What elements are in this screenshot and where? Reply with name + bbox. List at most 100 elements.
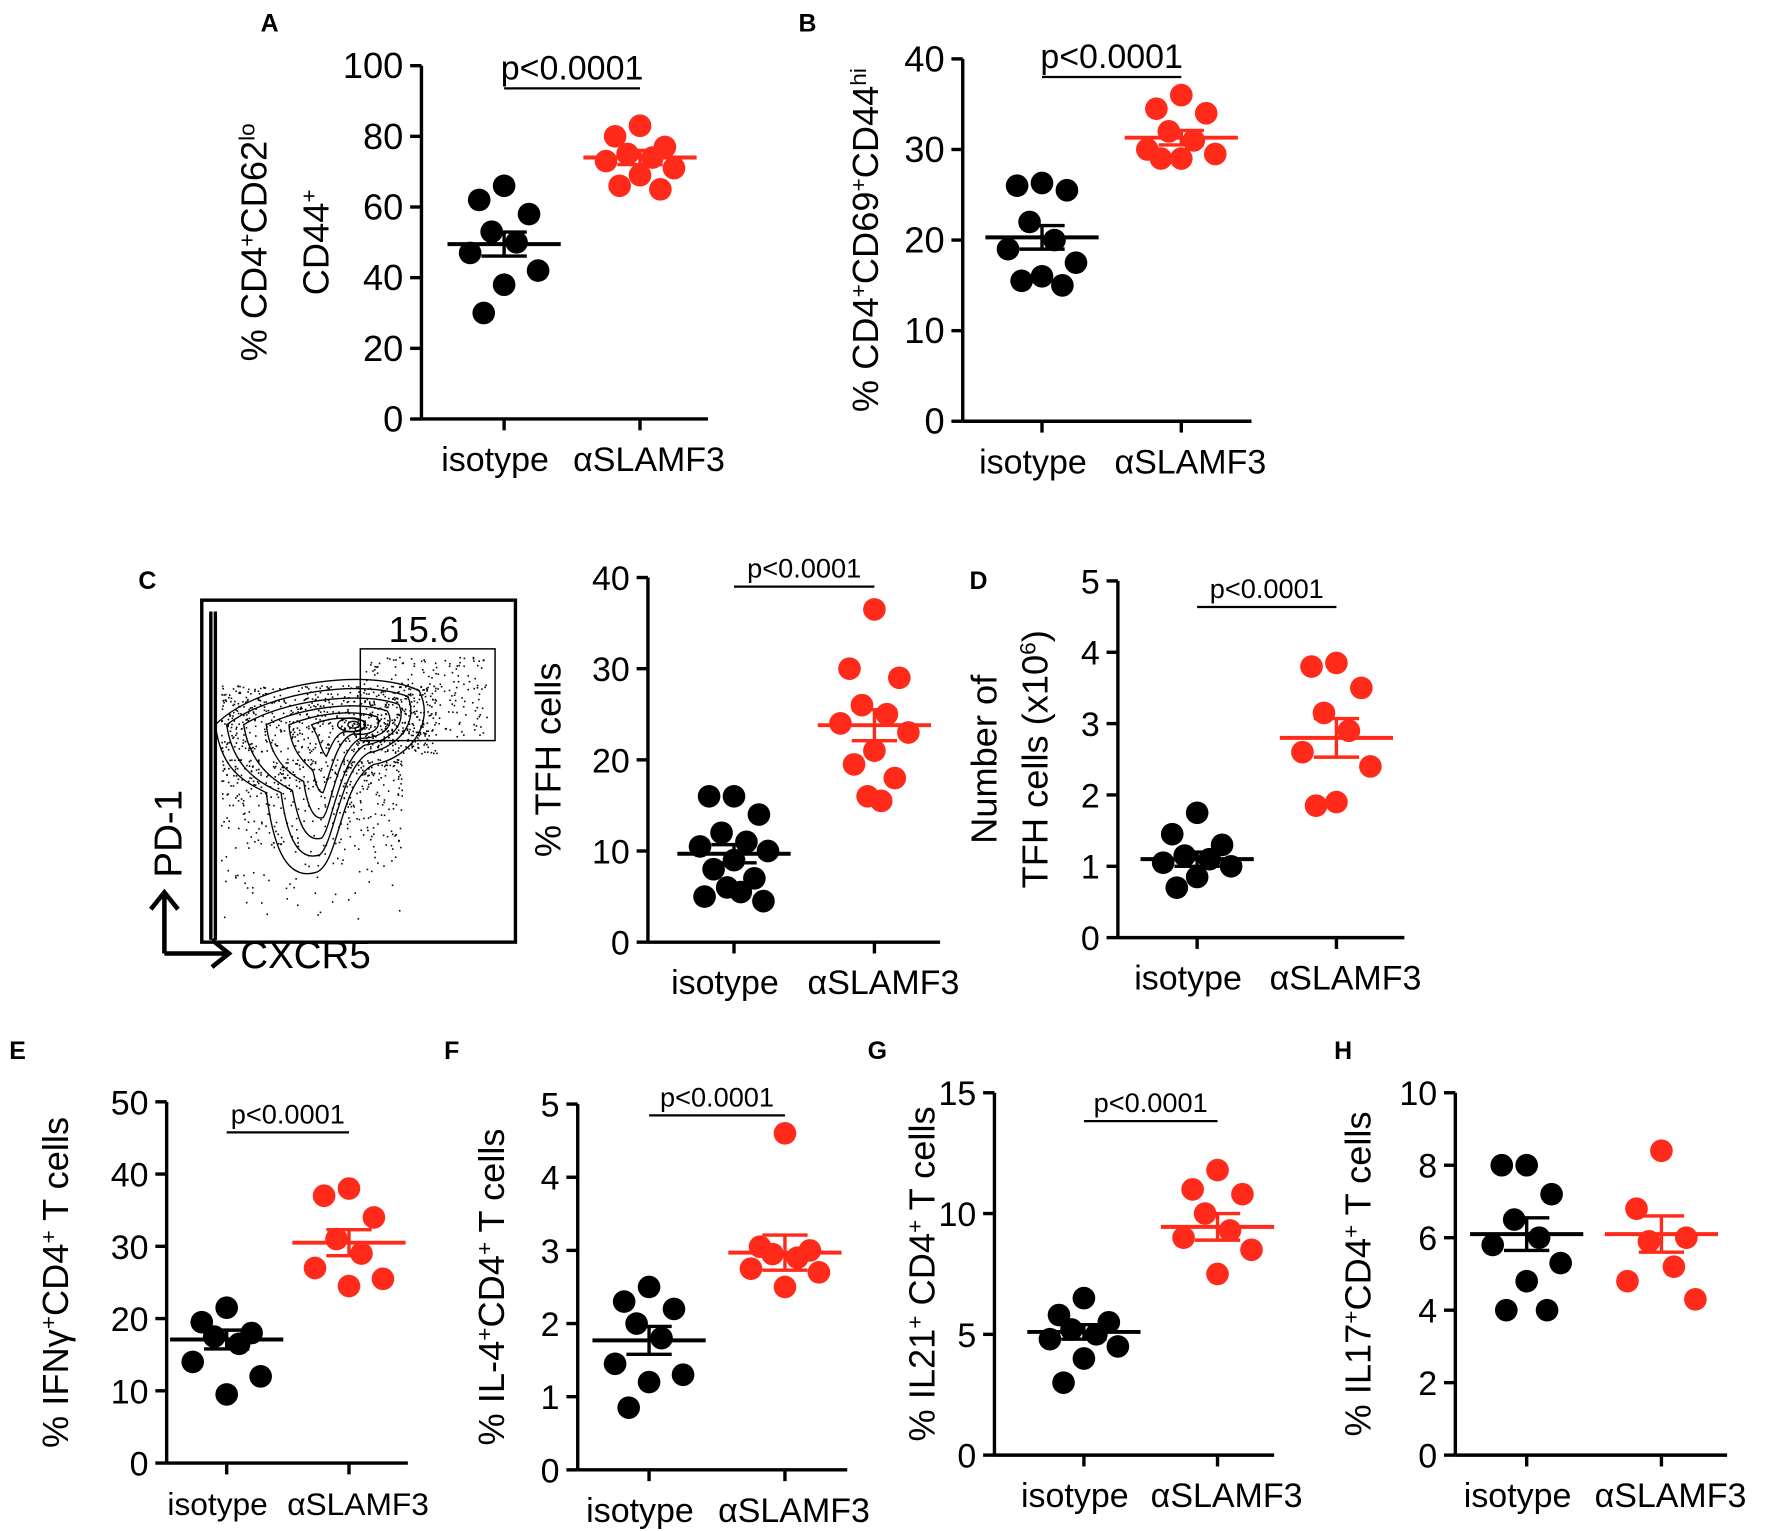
data-point — [371, 1267, 395, 1291]
data-point — [625, 1312, 648, 1335]
y-tick-label: 30 — [111, 1229, 149, 1267]
label-text: T cells — [1337, 1111, 1378, 1224]
data-point — [1494, 1298, 1518, 1322]
data-point — [1325, 790, 1348, 814]
data-point — [1185, 801, 1209, 825]
data-point — [1030, 171, 1054, 195]
y-axis-label: % IFNγ+CD4+ T cells — [35, 1117, 76, 1448]
data-point — [337, 1177, 361, 1200]
y-tick-label: 4 — [1418, 1293, 1437, 1331]
superscript: 6 — [1015, 642, 1040, 655]
data-point — [1203, 142, 1227, 166]
panel-letter: B — [799, 10, 817, 38]
data-point — [312, 1184, 336, 1208]
y-tick-label: 30 — [592, 651, 630, 689]
data-point — [1172, 1226, 1195, 1250]
data-point — [735, 830, 758, 854]
y-tick-label: 20 — [363, 328, 403, 369]
data-point — [888, 666, 911, 690]
y-tick-label: 0 — [611, 925, 630, 963]
data-point — [215, 1383, 239, 1406]
y-tick-label: 0 — [130, 1446, 149, 1484]
y-tick-label: 3 — [1081, 706, 1100, 744]
x-tick-label: αSLAMF3 — [1114, 443, 1266, 481]
data-point — [773, 1122, 797, 1145]
flow-density-dots — [221, 656, 488, 920]
data-point — [603, 125, 627, 148]
x-tick-label: αSLAMF3 — [1270, 960, 1422, 998]
panel-letter: D — [970, 567, 988, 595]
label-text: % TFH cells — [528, 663, 569, 858]
y-tick-label: 15 — [939, 1075, 977, 1113]
data-point — [1064, 251, 1088, 275]
data-point — [181, 1350, 205, 1374]
flow-contours — [209, 611, 425, 940]
superscript: + — [296, 189, 321, 202]
data-point — [1072, 1286, 1096, 1310]
y-axis-label: % IL-4+CD4+ T cells — [471, 1128, 512, 1445]
y-tick-label: 0 — [383, 398, 403, 439]
y-tick-label: 10 — [592, 833, 630, 871]
data-point — [1060, 1318, 1083, 1341]
superscript: + — [902, 1316, 927, 1329]
y-tick-label: 40 — [904, 38, 944, 79]
y-tick-label: 80 — [363, 116, 403, 157]
panel-d: D 0 1 2 3 4 5 isotype αSLAMF3 Number of TFH cells … — [964, 563, 1422, 997]
flow-plot-frame — [200, 598, 518, 944]
label-text: T cells — [471, 1128, 512, 1241]
y-tick-label: 1 — [1081, 849, 1100, 887]
y-tick-label: 8 — [1418, 1148, 1437, 1186]
label-text: CD4 — [1337, 1238, 1378, 1310]
superscript: + — [902, 1220, 927, 1233]
data-point — [337, 1274, 361, 1298]
p-value-label: p<0.0001 — [1094, 1087, 1208, 1118]
data-point — [1684, 1287, 1707, 1311]
y-tick-label: 4 — [541, 1160, 560, 1198]
y-axis-label: CD44+ — [296, 189, 337, 295]
data-point — [1515, 1269, 1538, 1293]
y-axis-label: % IL21+ CD4+ T cells — [901, 1106, 942, 1441]
data-point — [1515, 1153, 1538, 1177]
data-point — [722, 784, 746, 808]
data-point — [710, 821, 733, 845]
data-point — [628, 114, 652, 138]
data-point — [249, 1365, 272, 1388]
data-point — [996, 237, 1020, 261]
p-value-label: p<0.0001 — [501, 49, 644, 87]
superscript: + — [472, 1328, 497, 1341]
x-tick-label: isotype — [1464, 1477, 1572, 1515]
data-point — [215, 1296, 239, 1320]
data-point — [842, 753, 866, 776]
panel-letter: A — [261, 10, 279, 38]
y-axis-label: % TFH cells — [528, 663, 569, 858]
data-point — [526, 259, 550, 282]
y-axis-label: % CD4+CD62lo — [233, 123, 274, 361]
y-marker-label: PD-1 — [147, 790, 190, 878]
data-point — [1173, 844, 1197, 867]
y-tick-label: 40 — [111, 1157, 149, 1195]
p-value-label: p<0.0001 — [660, 1081, 774, 1112]
y-tick-label: 40 — [363, 257, 403, 298]
panel-letter: F — [444, 1037, 459, 1065]
y-tick-label: 0 — [541, 1452, 560, 1490]
data-point — [492, 174, 516, 198]
data-point — [1160, 822, 1184, 846]
data-point — [650, 1326, 673, 1350]
data-point — [594, 149, 618, 173]
data-point — [1052, 1371, 1075, 1394]
x-tick-label: isotype — [979, 443, 1087, 481]
label-text: CD44 — [296, 203, 337, 296]
data-point — [649, 178, 672, 201]
panel-letter: E — [9, 1037, 26, 1065]
data-point — [838, 657, 861, 681]
label-text: CD62 — [233, 141, 274, 234]
y-tick-label: 6 — [1418, 1220, 1437, 1258]
p-value-label: p<0.0001 — [1210, 573, 1324, 604]
p-value-label: p<0.0001 — [1040, 38, 1183, 76]
y-tick-label: 5 — [1081, 563, 1100, 601]
